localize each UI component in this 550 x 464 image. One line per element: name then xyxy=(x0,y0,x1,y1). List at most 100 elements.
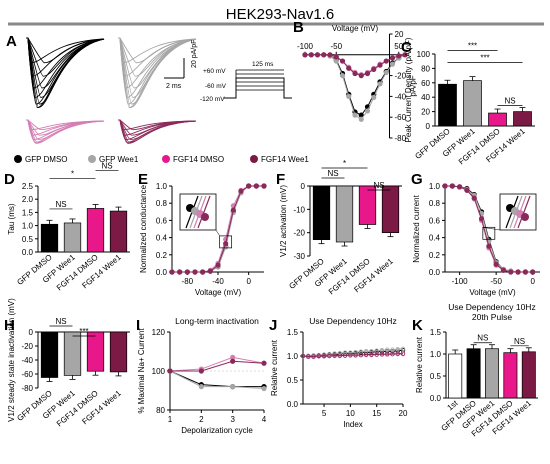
data-point xyxy=(261,385,267,392)
y-tick-label: 0.5 xyxy=(287,376,299,385)
panel-j: J 0.0 0.5 1.0 1.5 5 10 15 20 Index Relative curren… xyxy=(269,316,408,429)
x-tick-label: 0 xyxy=(246,277,251,286)
y-tick-label: 1.0 xyxy=(429,182,441,191)
series-line xyxy=(302,353,403,357)
data-point xyxy=(358,352,364,358)
data-point xyxy=(223,241,229,247)
data-point xyxy=(369,352,374,357)
chart-title: Long-term inactivation xyxy=(175,316,259,326)
bar xyxy=(503,352,518,399)
current-trace xyxy=(26,37,105,105)
legend: GFP DMSO GFP Wee1 FGF14 DMSO FGF14 Wee1 xyxy=(14,155,309,164)
data-point xyxy=(339,73,346,79)
data-point xyxy=(327,353,332,359)
y-tick-label: 1.0 xyxy=(430,350,442,359)
data-point xyxy=(184,269,190,275)
y-tick-label: -30 xyxy=(293,252,305,261)
y-tick-label: 0.8 xyxy=(156,199,168,208)
panel-g: G 0.0 0.2 0.4 0.6 0.8 1.0 -100 -50 0 Voltage (mV) N… xyxy=(411,171,540,297)
y-tick-label: 0.6 xyxy=(156,216,168,225)
data-point xyxy=(342,353,348,358)
data-point xyxy=(358,116,364,122)
data-point xyxy=(515,269,521,275)
bar xyxy=(63,331,82,376)
data-point xyxy=(169,269,175,275)
series-line xyxy=(169,370,265,390)
y-axis-label: V1/2 activation (mV) xyxy=(279,185,288,257)
panel-b: B 20 -20 -40 -60 -80 -100 -50 50 Voltage (mV) pA/p… xyxy=(293,19,418,143)
current-trace xyxy=(26,37,105,77)
data-point xyxy=(395,347,400,352)
data-point xyxy=(200,269,206,275)
y-tick-label: 1.5 xyxy=(430,328,442,337)
data-point xyxy=(508,269,514,275)
y-axis-label: Relative current xyxy=(415,336,424,393)
y-tick-label: -80 xyxy=(395,134,407,143)
y-tick-label: 60 xyxy=(421,79,430,88)
data-point xyxy=(311,354,316,359)
data-point xyxy=(332,353,337,358)
y-tick-label: 1.5 xyxy=(22,208,34,217)
current-trace xyxy=(118,37,197,64)
legend-label: FGF14 Wee1 xyxy=(261,155,309,164)
protocol-label-top: +60 mV xyxy=(203,68,226,75)
data-point xyxy=(358,73,364,79)
y-tick-label: 0 xyxy=(426,122,431,131)
y-tick-label: 0.0 xyxy=(156,268,168,277)
legend-label: FGF14 DMSO xyxy=(173,155,224,164)
data-point xyxy=(478,216,485,222)
data-point xyxy=(353,352,358,358)
scalebar-y-label: 20 pA/pF xyxy=(191,40,198,68)
current-trace xyxy=(118,37,197,89)
data-point xyxy=(192,269,198,275)
y-tick-label: 40 xyxy=(421,93,430,102)
data-point xyxy=(302,52,308,58)
y-axis-label: Normalized conductance xyxy=(139,184,148,273)
data-point xyxy=(371,94,377,101)
data-point xyxy=(230,207,236,213)
data-point xyxy=(308,52,314,58)
bar xyxy=(381,185,400,234)
current-trace xyxy=(26,119,105,141)
data-point xyxy=(385,351,390,357)
y-axis-label: pA/pF xyxy=(409,75,418,96)
data-point xyxy=(346,93,352,100)
series-line xyxy=(170,360,265,372)
data-point xyxy=(342,350,348,355)
significance-label: NS xyxy=(55,200,66,209)
y-axis-label: Relative current xyxy=(270,339,279,396)
panel-letter-a: A xyxy=(6,33,17,50)
y-tick-label: -20 xyxy=(293,229,305,238)
x-tick-label: -50 xyxy=(330,42,342,51)
chart-title: Use Dependency 10Hz xyxy=(448,302,535,312)
x-axis-label: Voltage (mV) xyxy=(469,288,516,297)
data-point xyxy=(230,358,236,364)
panel-i: I 80 100 120 1 2 3 4 Depolarization cycle % Maxim… xyxy=(136,316,267,435)
y-axis-label: Peak Current Density (pA/pF) xyxy=(404,37,413,142)
bar xyxy=(463,80,482,127)
data-point xyxy=(348,350,353,355)
y-tick-label: 0.8 xyxy=(429,199,441,208)
current-trace xyxy=(26,37,105,105)
x-tick-label: 3 xyxy=(230,415,235,424)
chart-title: Use Dependency 10Hz xyxy=(309,316,396,326)
protocol-label-hold: -120 mV xyxy=(200,96,225,103)
current-trace xyxy=(118,119,197,131)
data-point xyxy=(363,352,369,357)
data-point xyxy=(352,70,358,77)
inset-point xyxy=(201,213,209,221)
data-point xyxy=(486,243,492,249)
y-axis-label: Normalized current xyxy=(412,194,421,262)
data-point xyxy=(379,351,385,357)
panel-letter: G xyxy=(411,171,423,188)
x-tick-label: 50 xyxy=(394,42,403,51)
y-tick-label: 0.2 xyxy=(429,251,441,260)
y-tick-label: -60 xyxy=(21,370,33,379)
bar xyxy=(485,348,499,399)
data-point xyxy=(321,52,327,58)
bar xyxy=(63,222,82,253)
y-tick-label: 1.0 xyxy=(22,222,34,231)
data-point xyxy=(371,66,377,72)
data-point xyxy=(400,351,406,356)
